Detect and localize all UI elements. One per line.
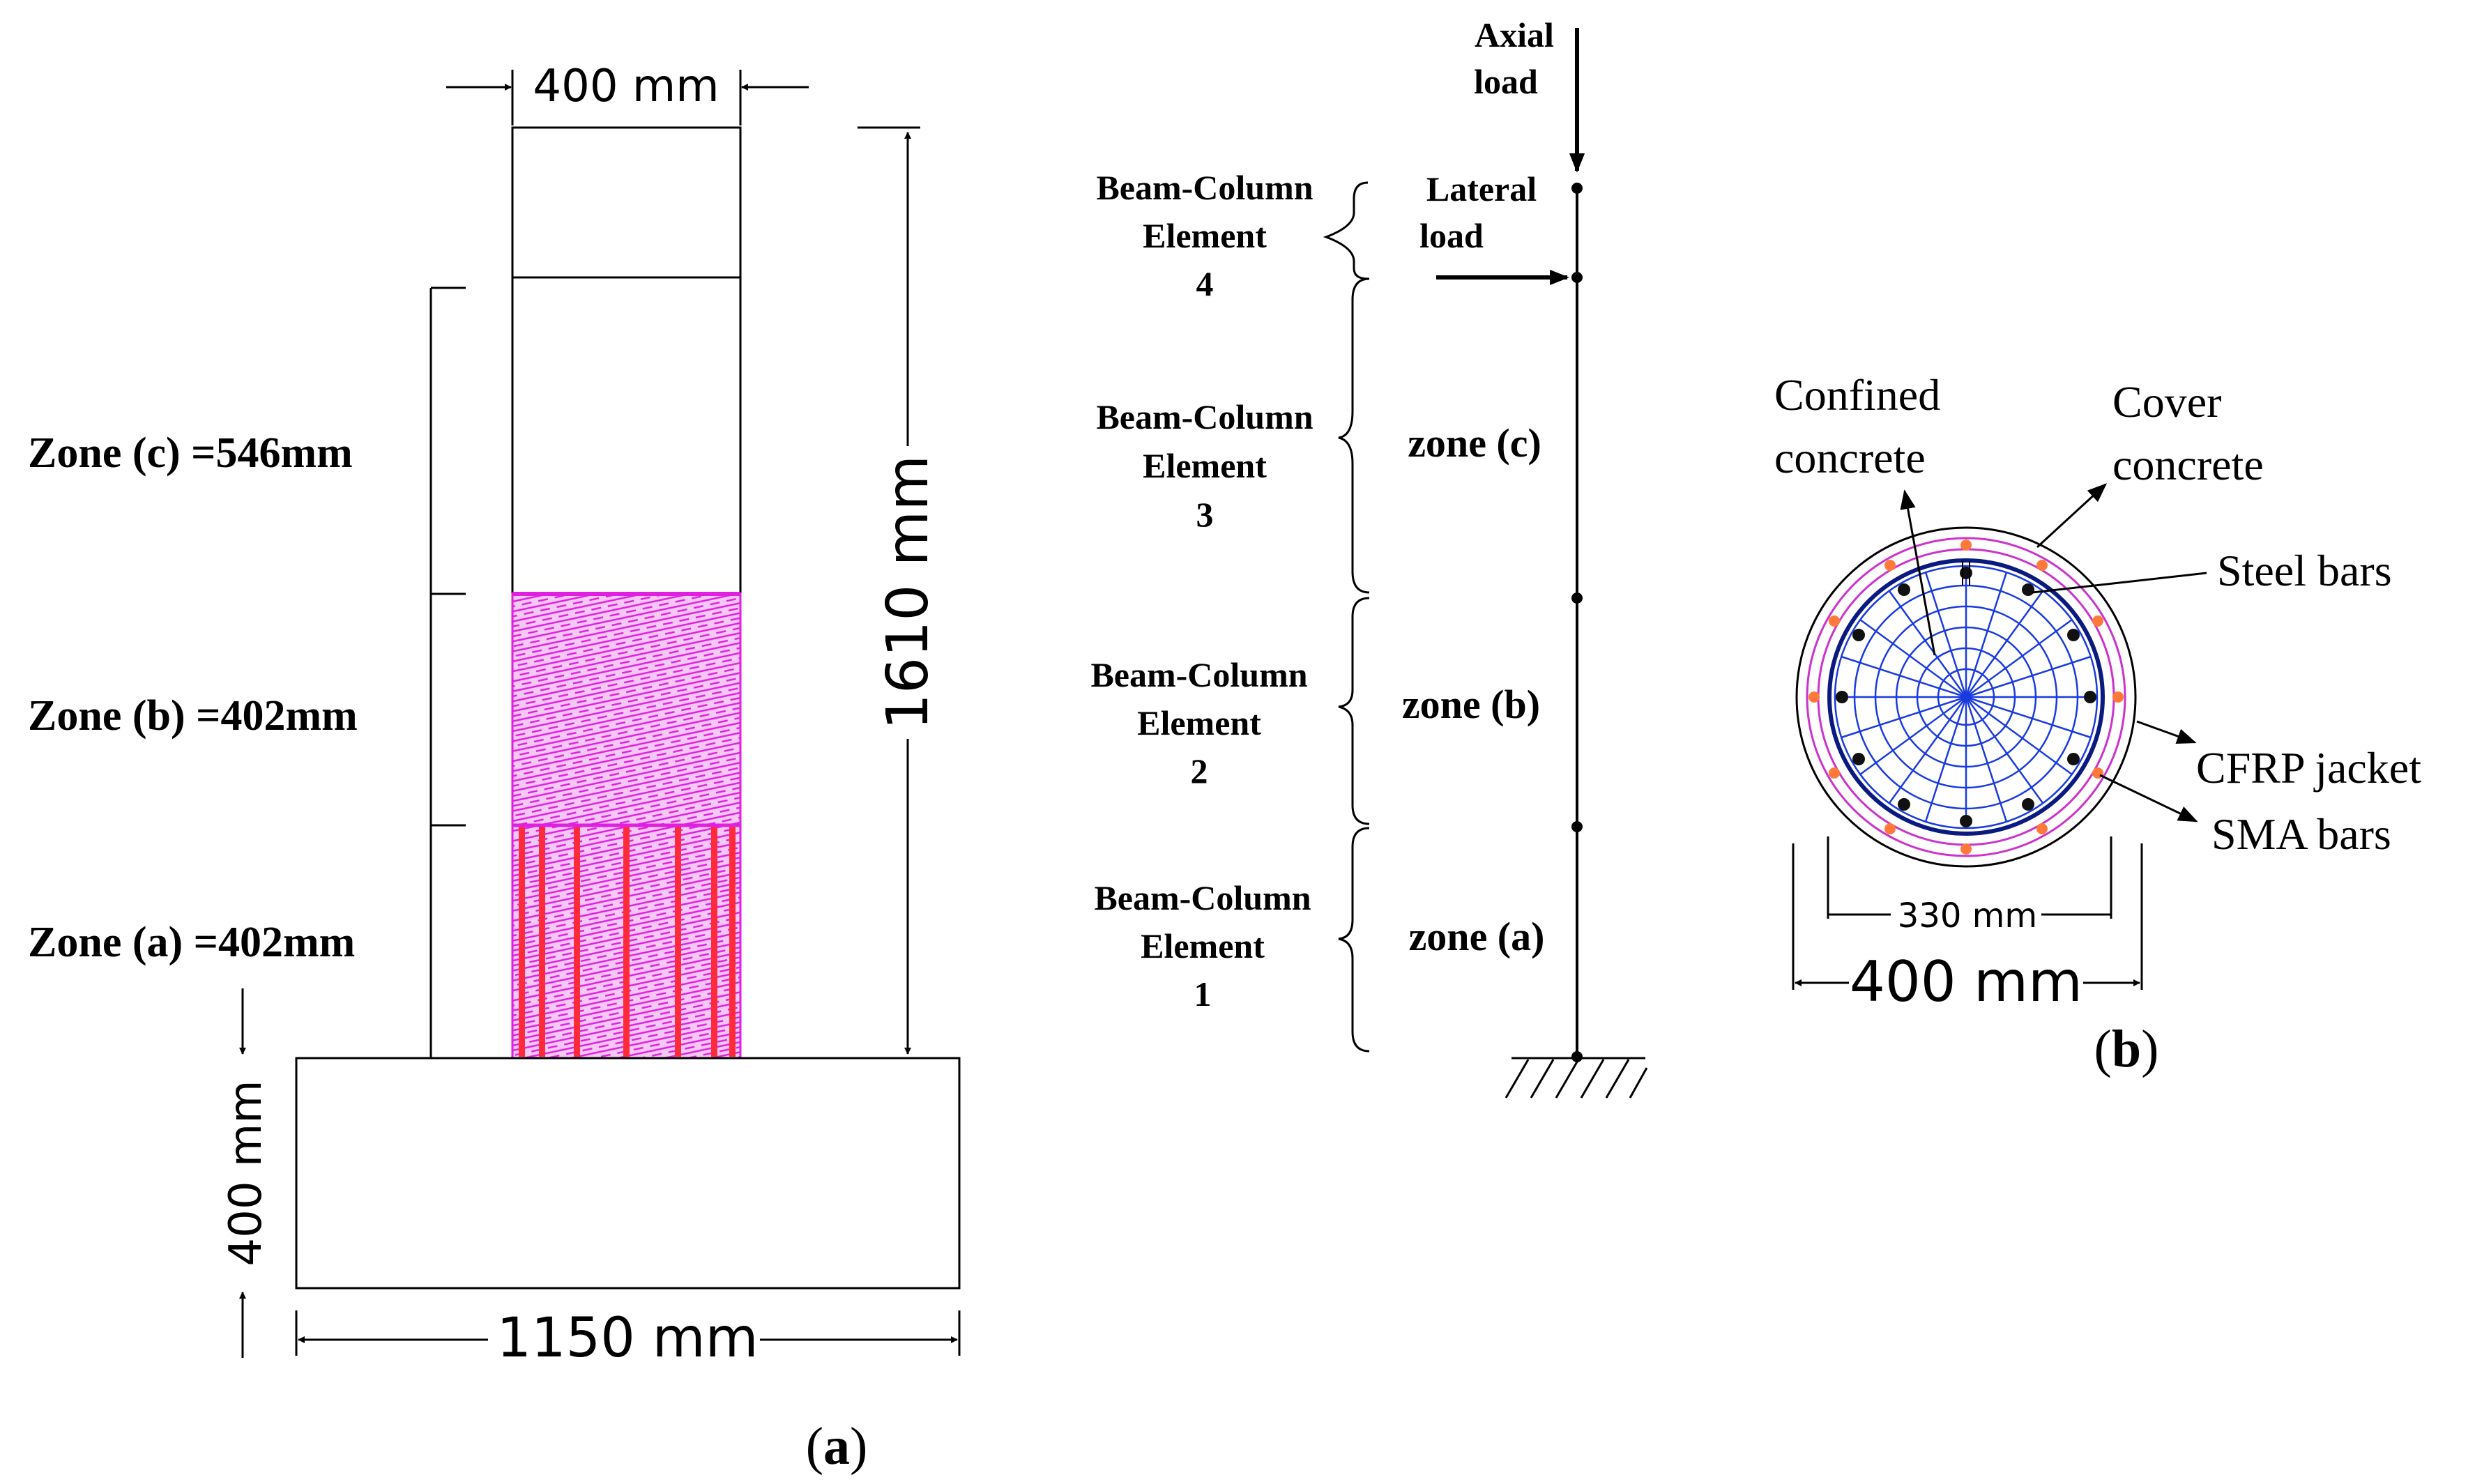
svg-text:Element: Element — [1141, 926, 1265, 965]
axial-load-label-2: load — [1474, 62, 1538, 101]
steel-bar — [2084, 691, 2096, 703]
sma-bar — [711, 827, 717, 1057]
sma-bar-dot — [1884, 560, 1896, 571]
figure-b-caption: (b) — [2094, 1020, 2159, 1078]
cfrp-jacket-leader — [2136, 720, 2197, 744]
model-node — [1571, 1051, 1583, 1062]
footing — [295, 1057, 961, 1290]
cover-concrete-leader — [2036, 483, 2108, 549]
svg-text:Element: Element — [1143, 216, 1267, 255]
lateral-load-label-1: Lateral — [1426, 169, 1537, 208]
sma-bar — [729, 827, 736, 1057]
confined-concrete-leader — [1900, 489, 1936, 656]
cover-concrete-label-1: Cover — [2112, 377, 2221, 427]
sma-bar-dot — [1808, 691, 1820, 703]
outer-diameter-label: 400 mm — [1850, 949, 2082, 1014]
svg-text:Beam-Column: Beam-Column — [1094, 878, 1311, 917]
cover-concrete-label-2: concrete — [2112, 440, 2264, 489]
sma-bar — [539, 827, 545, 1057]
sma-bars-label: SMA bars — [2211, 809, 2391, 859]
column-elevation: 400 mm 1610 mm — [28, 61, 961, 1476]
lateral-load-label-2: load — [1419, 216, 1484, 255]
element-4-brace — [1323, 181, 1369, 280]
svg-text:2: 2 — [1191, 751, 1208, 790]
model-node — [1571, 183, 1583, 194]
model-node — [1571, 272, 1583, 283]
sma-bar-dot — [2036, 823, 2048, 834]
fixed-support — [1505, 1057, 1648, 1099]
steel-bar — [1852, 753, 1865, 765]
model-node — [1571, 821, 1583, 832]
footing-height-label: 400 mm — [220, 1080, 272, 1266]
svg-text:Beam-Column: Beam-Column — [1096, 397, 1313, 436]
steel-bar — [1960, 567, 1972, 579]
steel-bar — [2067, 753, 2080, 765]
confined-core-boundary — [1827, 558, 2105, 836]
element-4-label: Beam-Column Element 4 — [1096, 168, 1313, 303]
svg-text:Element: Element — [1143, 446, 1267, 485]
model-zone-c-label: zone (c) — [1408, 420, 1541, 466]
svg-text:1: 1 — [1194, 974, 1212, 1013]
steel-bar — [1898, 583, 1910, 596]
sma-bar — [623, 827, 630, 1057]
element-2-brace — [1338, 597, 1370, 825]
cross-section: Confined concrete Cover concrete Steel b… — [1774, 370, 2421, 1078]
model-node — [1571, 592, 1583, 604]
confined-concrete-label-1: Confined — [1774, 370, 1940, 420]
steel-bar — [1836, 691, 1848, 703]
sma-bar-dot — [1884, 823, 1896, 834]
svg-text:Beam-Column: Beam-Column — [1090, 655, 1307, 694]
axial-load-label-1: Axial — [1475, 15, 1554, 54]
cfrp-jacket-label: CFRP jacket — [2196, 743, 2421, 793]
steel-bar — [2022, 583, 2034, 596]
zone-a-sma-bars — [519, 827, 736, 1057]
steel-bar — [1852, 629, 1865, 641]
sma-bar-dot — [2036, 560, 2048, 571]
steel-bar — [2022, 798, 2034, 811]
zone-b-cfrp-region — [511, 592, 742, 827]
element-2-label: Beam-Column Element 2 — [1090, 655, 1307, 790]
confined-concrete-label-2: concrete — [1774, 433, 1926, 482]
fiber-mesh-radials — [1835, 566, 2097, 828]
element-3-label: Beam-Column Element 3 — [1096, 397, 1313, 534]
sma-bar-dot — [1829, 615, 1840, 627]
column-width-label: 400 mm — [533, 61, 719, 112]
zone-b-label: Zone (b) =402mm — [28, 692, 358, 740]
svg-text:Element: Element — [1137, 703, 1261, 742]
cfrp-jacket-ring — [1806, 537, 2126, 857]
zone-c-label: Zone (c) =546mm — [28, 429, 353, 477]
column-height-label: 1610 mm — [875, 455, 941, 730]
sma-bar — [574, 827, 580, 1057]
sma-bars-leader — [2099, 774, 2198, 823]
element-1-brace — [1338, 827, 1370, 1053]
figure-a-caption: (a) — [806, 1417, 868, 1476]
steel-bar — [1960, 815, 1972, 827]
footing-width-label: 1150 mm — [496, 1307, 758, 1370]
element-3-brace — [1338, 277, 1370, 594]
sma-bar-dot — [1829, 767, 1840, 779]
svg-text:3: 3 — [1196, 495, 1214, 534]
sma-bar — [519, 827, 525, 1057]
element-1-label: Beam-Column Element 1 — [1094, 878, 1311, 1013]
steel-bar — [1898, 798, 1910, 811]
zone-a-label: Zone (a) =402mm — [28, 919, 355, 966]
model-zone-b-label: zone (b) — [1402, 682, 1540, 727]
sma-bar-dot — [2112, 691, 2124, 703]
core-diameter-label: 330 mm — [1898, 896, 2037, 935]
model-zone-a-label: zone (a) — [1409, 914, 1545, 959]
zone-brackets — [429, 286, 466, 1058]
sma-bar-dot — [2092, 615, 2103, 627]
sma-bar-dot — [1960, 540, 1972, 551]
sma-bar-dot — [1960, 843, 1972, 855]
sma-bar — [675, 827, 681, 1057]
svg-text:4: 4 — [1196, 264, 1214, 303]
steel-bars-label: Steel bars — [2217, 546, 2392, 595]
steel-bars-leader — [2032, 572, 2207, 594]
structural-model: Axial load Lateral load Beam-Column Elem… — [1090, 15, 1648, 1099]
steel-bar — [2067, 629, 2080, 641]
svg-text:Beam-Column: Beam-Column — [1096, 168, 1313, 207]
